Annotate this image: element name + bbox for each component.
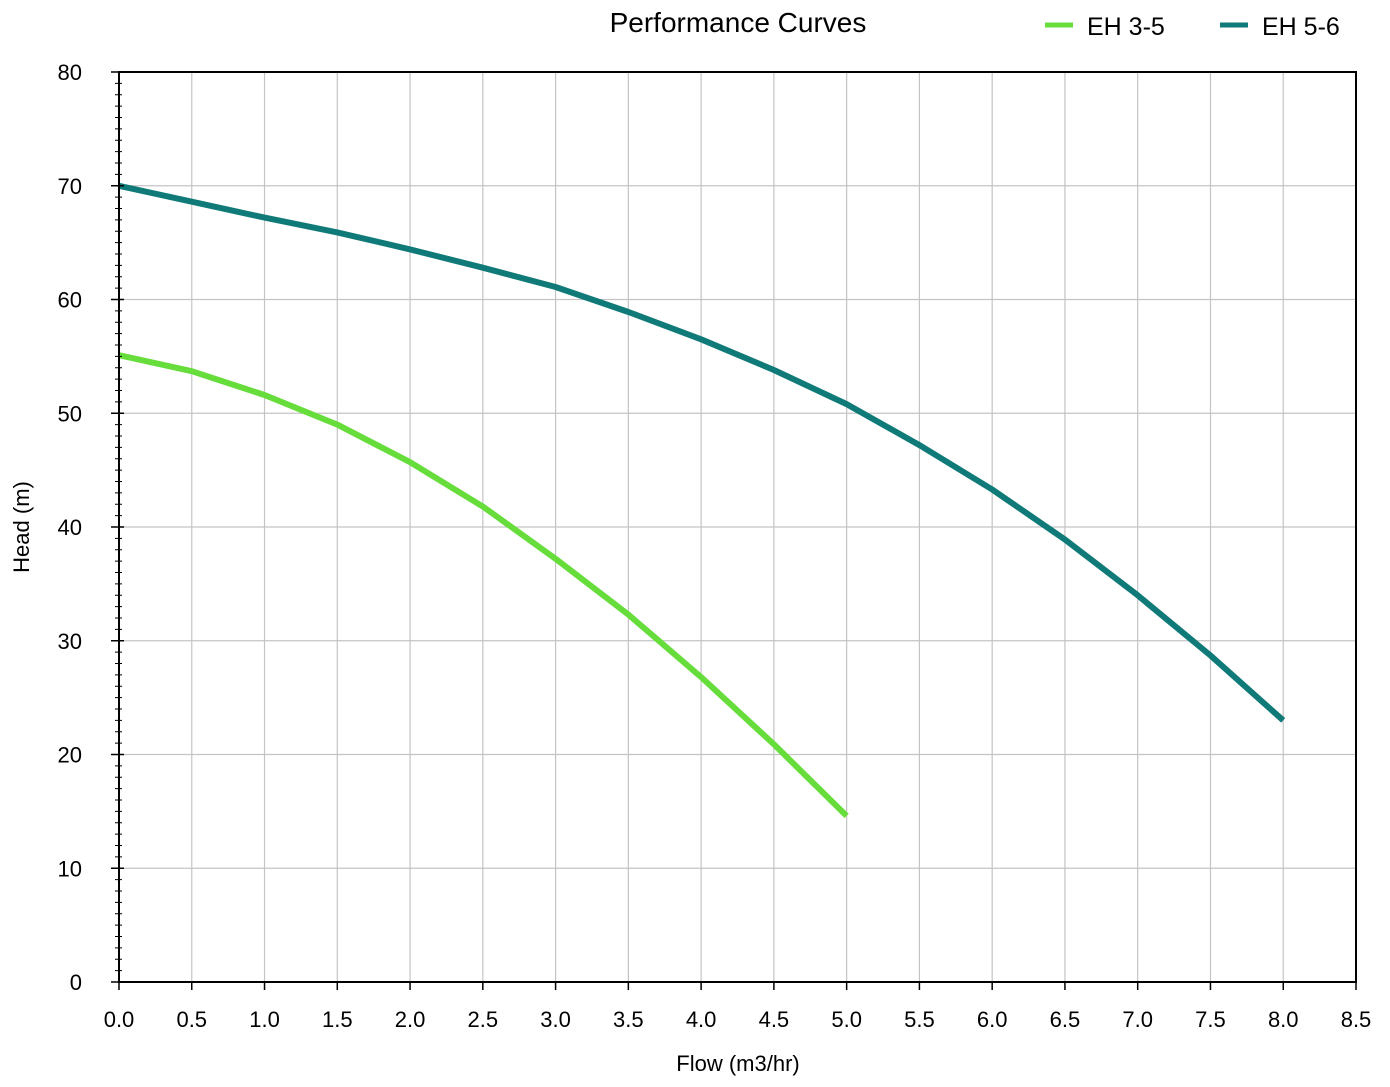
y-tick-label: 10 [58,856,82,881]
y-tick-label: 70 [58,174,82,199]
x-tick-label: 3.0 [540,1007,571,1032]
y-tick-label: 40 [58,515,82,540]
x-tick-label: 7.5 [1195,1007,1226,1032]
data-series [118,182,1286,819]
x-tick-label: 6.0 [977,1007,1008,1032]
x-tick-label: 5.0 [831,1007,862,1032]
series-line-eh-3-5 [118,352,849,819]
plot-frame [118,71,1357,983]
x-tick-label: 1.0 [249,1007,280,1032]
x-tick-label: 1.5 [322,1007,353,1032]
tick-labels: 0.0 0.5 1.0 1.5 2.0 2.5 3.0 3.5 4.0 4.5 5.0 5.5 6.0 6… [58,60,1372,1032]
chart-title: Performance Curves [610,7,867,38]
x-tick-label: 8.0 [1268,1007,1299,1032]
legend-label-eh-5-6: EH 5-6 [1262,13,1340,41]
gridlines [119,71,1357,982]
x-tick-label: 7.0 [1122,1007,1153,1032]
y-tick-label: 50 [58,401,82,426]
x-tick-label: 6.5 [1050,1007,1081,1032]
x-axis-label: Flow (m3/hr) [676,1051,799,1076]
legend: EH 3-5 EH 5-6 [1045,13,1340,41]
y-tick-label: 60 [58,288,82,313]
x-tick-label: 2.5 [468,1007,499,1032]
x-tick-label: 0.5 [176,1007,207,1032]
x-tick-label: 3.5 [613,1007,644,1032]
x-tick-label: 2.0 [395,1007,426,1032]
y-tick-label: 80 [58,60,82,85]
legend-label-eh-3-5: EH 3-5 [1087,13,1165,41]
x-tick-label: 4.0 [686,1007,717,1032]
y-tick-label: 0 [70,970,82,995]
y-tick-label: 20 [58,743,82,768]
x-tick-label: 5.5 [904,1007,935,1032]
y-tick-label: 30 [58,629,82,654]
series-line-eh-5-6 [118,182,1286,723]
x-tick-label: 0.0 [104,1007,135,1032]
axes [111,71,1357,990]
x-tick-label: 4.5 [759,1007,790,1032]
y-axis-label: Head (m) [9,481,34,573]
x-tick-label: 8.5 [1341,1007,1372,1032]
